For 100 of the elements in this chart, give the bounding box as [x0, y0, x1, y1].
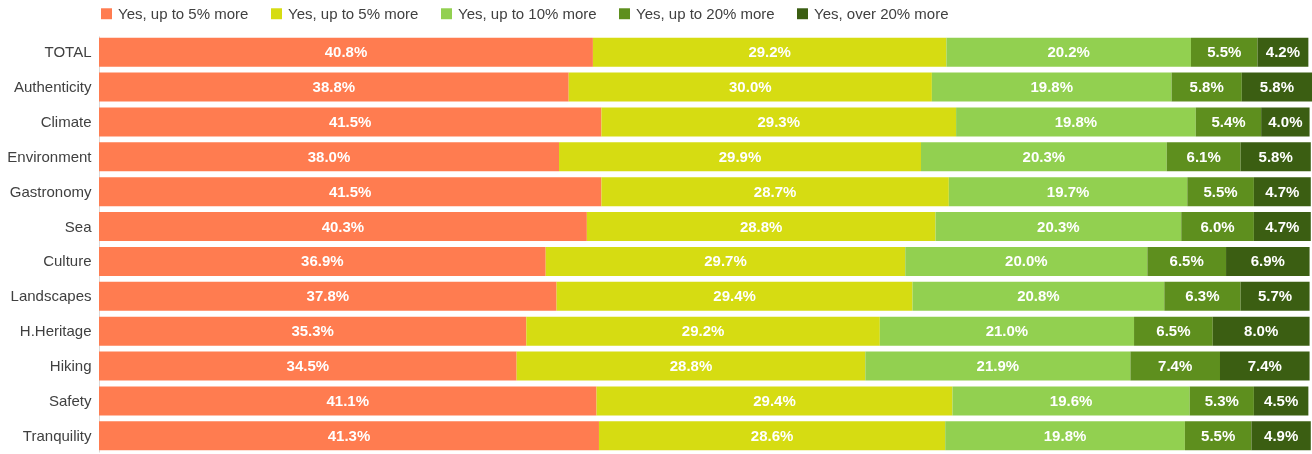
bar [1240, 281, 1310, 311]
data-label: 28.6% [750, 426, 794, 444]
bar [99, 212, 587, 242]
bar [946, 37, 1191, 67]
bar [601, 177, 949, 207]
legend-label: Yes, up to 10% more [458, 4, 597, 22]
data-label: 29.9% [718, 147, 762, 165]
data-label: 29.3% [757, 112, 801, 130]
data-label: 20.2% [1047, 43, 1090, 61]
y-tick-label: TOTAL [44, 43, 92, 61]
bar [545, 246, 906, 276]
data-label: 19.7% [1046, 182, 1090, 200]
bar [526, 316, 880, 346]
data-label: 20.8% [1017, 287, 1060, 305]
data-label: 34.5% [286, 357, 330, 375]
data-label: 4.5% [1264, 391, 1299, 409]
bar [556, 281, 913, 311]
bar [1166, 142, 1241, 172]
bar [596, 386, 953, 416]
legend-label: Yes, up to 20% more [636, 4, 775, 22]
y-tick-label: Gastronomy [9, 182, 92, 200]
bar [945, 421, 1185, 451]
bar [1220, 351, 1310, 381]
data-label: 4.7% [1265, 217, 1300, 235]
y-tick-label: H.Heritage [19, 322, 92, 340]
bar [1226, 246, 1310, 276]
bar [99, 421, 599, 451]
data-label: 28.7% [753, 182, 797, 200]
data-label: 5.8% [1259, 78, 1294, 96]
bar [1130, 351, 1220, 381]
y-tick-label: Landscapes [10, 287, 92, 305]
data-label: 29.4% [713, 287, 756, 305]
data-label: 41.5% [328, 182, 372, 200]
y-tick-label: Authenticity [13, 78, 92, 96]
bar [559, 142, 921, 172]
data-label: 41.1% [326, 391, 370, 409]
y-tick-label: Climate [40, 112, 92, 130]
y-tick-label: Culture [43, 252, 92, 270]
data-label: 6.5% [1169, 252, 1204, 270]
data-label: 40.3% [321, 217, 365, 235]
data-label: 19.8% [1043, 426, 1087, 444]
data-label: 8.0% [1244, 322, 1279, 340]
data-label: 4.7% [1265, 182, 1300, 200]
data-label: 5.8% [1189, 78, 1224, 96]
data-label: 21.9% [976, 357, 1020, 375]
data-label: 6.1% [1186, 147, 1221, 165]
bar [99, 351, 517, 381]
bar [935, 212, 1182, 242]
data-label: 4.9% [1264, 426, 1299, 444]
data-label: 6.3% [1185, 287, 1220, 305]
data-label: 38.0% [307, 147, 351, 165]
data-label: 38.8% [312, 78, 356, 96]
data-label: 20.0% [1005, 252, 1048, 270]
bar [99, 142, 560, 172]
bar [952, 386, 1190, 416]
data-label: 28.8% [669, 357, 713, 375]
bar [931, 72, 1172, 102]
legend-label: Yes, over 20% more [814, 4, 949, 22]
data-label: 19.8% [1030, 78, 1073, 96]
data-label: 5.5% [1201, 426, 1236, 444]
y-tick-label: Safety [48, 391, 92, 409]
bar [598, 421, 946, 451]
bar [99, 316, 527, 346]
data-label: 6.0% [1200, 217, 1235, 235]
data-label: 19.6% [1049, 391, 1093, 409]
data-label: 5.7% [1257, 287, 1293, 305]
data-label: 20.3% [1037, 217, 1080, 235]
data-label: 28.8% [739, 217, 783, 235]
data-label: 40.8% [324, 43, 368, 61]
bar [601, 107, 957, 137]
data-label: 29.2% [681, 322, 725, 340]
data-label: 4.0% [1268, 112, 1303, 130]
bar [920, 142, 1167, 172]
bar [516, 351, 866, 381]
bar [912, 281, 1165, 311]
bar [99, 37, 593, 67]
data-label: 29.2% [748, 43, 791, 61]
bar [865, 351, 1131, 381]
data-label: 21.0% [985, 322, 1029, 340]
data-label: 5.8% [1258, 147, 1293, 165]
bar [592, 37, 947, 67]
bar [99, 386, 597, 416]
data-label: 5.5% [1203, 182, 1238, 200]
data-label: 36.9% [301, 252, 344, 270]
data-label: 6.9% [1250, 252, 1285, 270]
bar [879, 316, 1135, 346]
y-tick-label: Environment [7, 147, 93, 165]
y-tick-label: Hiking [49, 357, 92, 375]
bar [1212, 316, 1310, 346]
legend-label: Yes, up to 5% more [288, 4, 419, 22]
bar [568, 72, 932, 102]
data-label: 5.3% [1204, 391, 1239, 409]
data-label: 29.4% [753, 391, 796, 409]
bar [905, 246, 1148, 276]
y-tick-label: Sea [64, 217, 93, 235]
bar [99, 72, 569, 102]
data-label: 30.0% [729, 78, 772, 96]
bar [1164, 281, 1241, 311]
data-label: 7.4% [1247, 357, 1282, 375]
data-label: 19.8% [1054, 112, 1098, 130]
